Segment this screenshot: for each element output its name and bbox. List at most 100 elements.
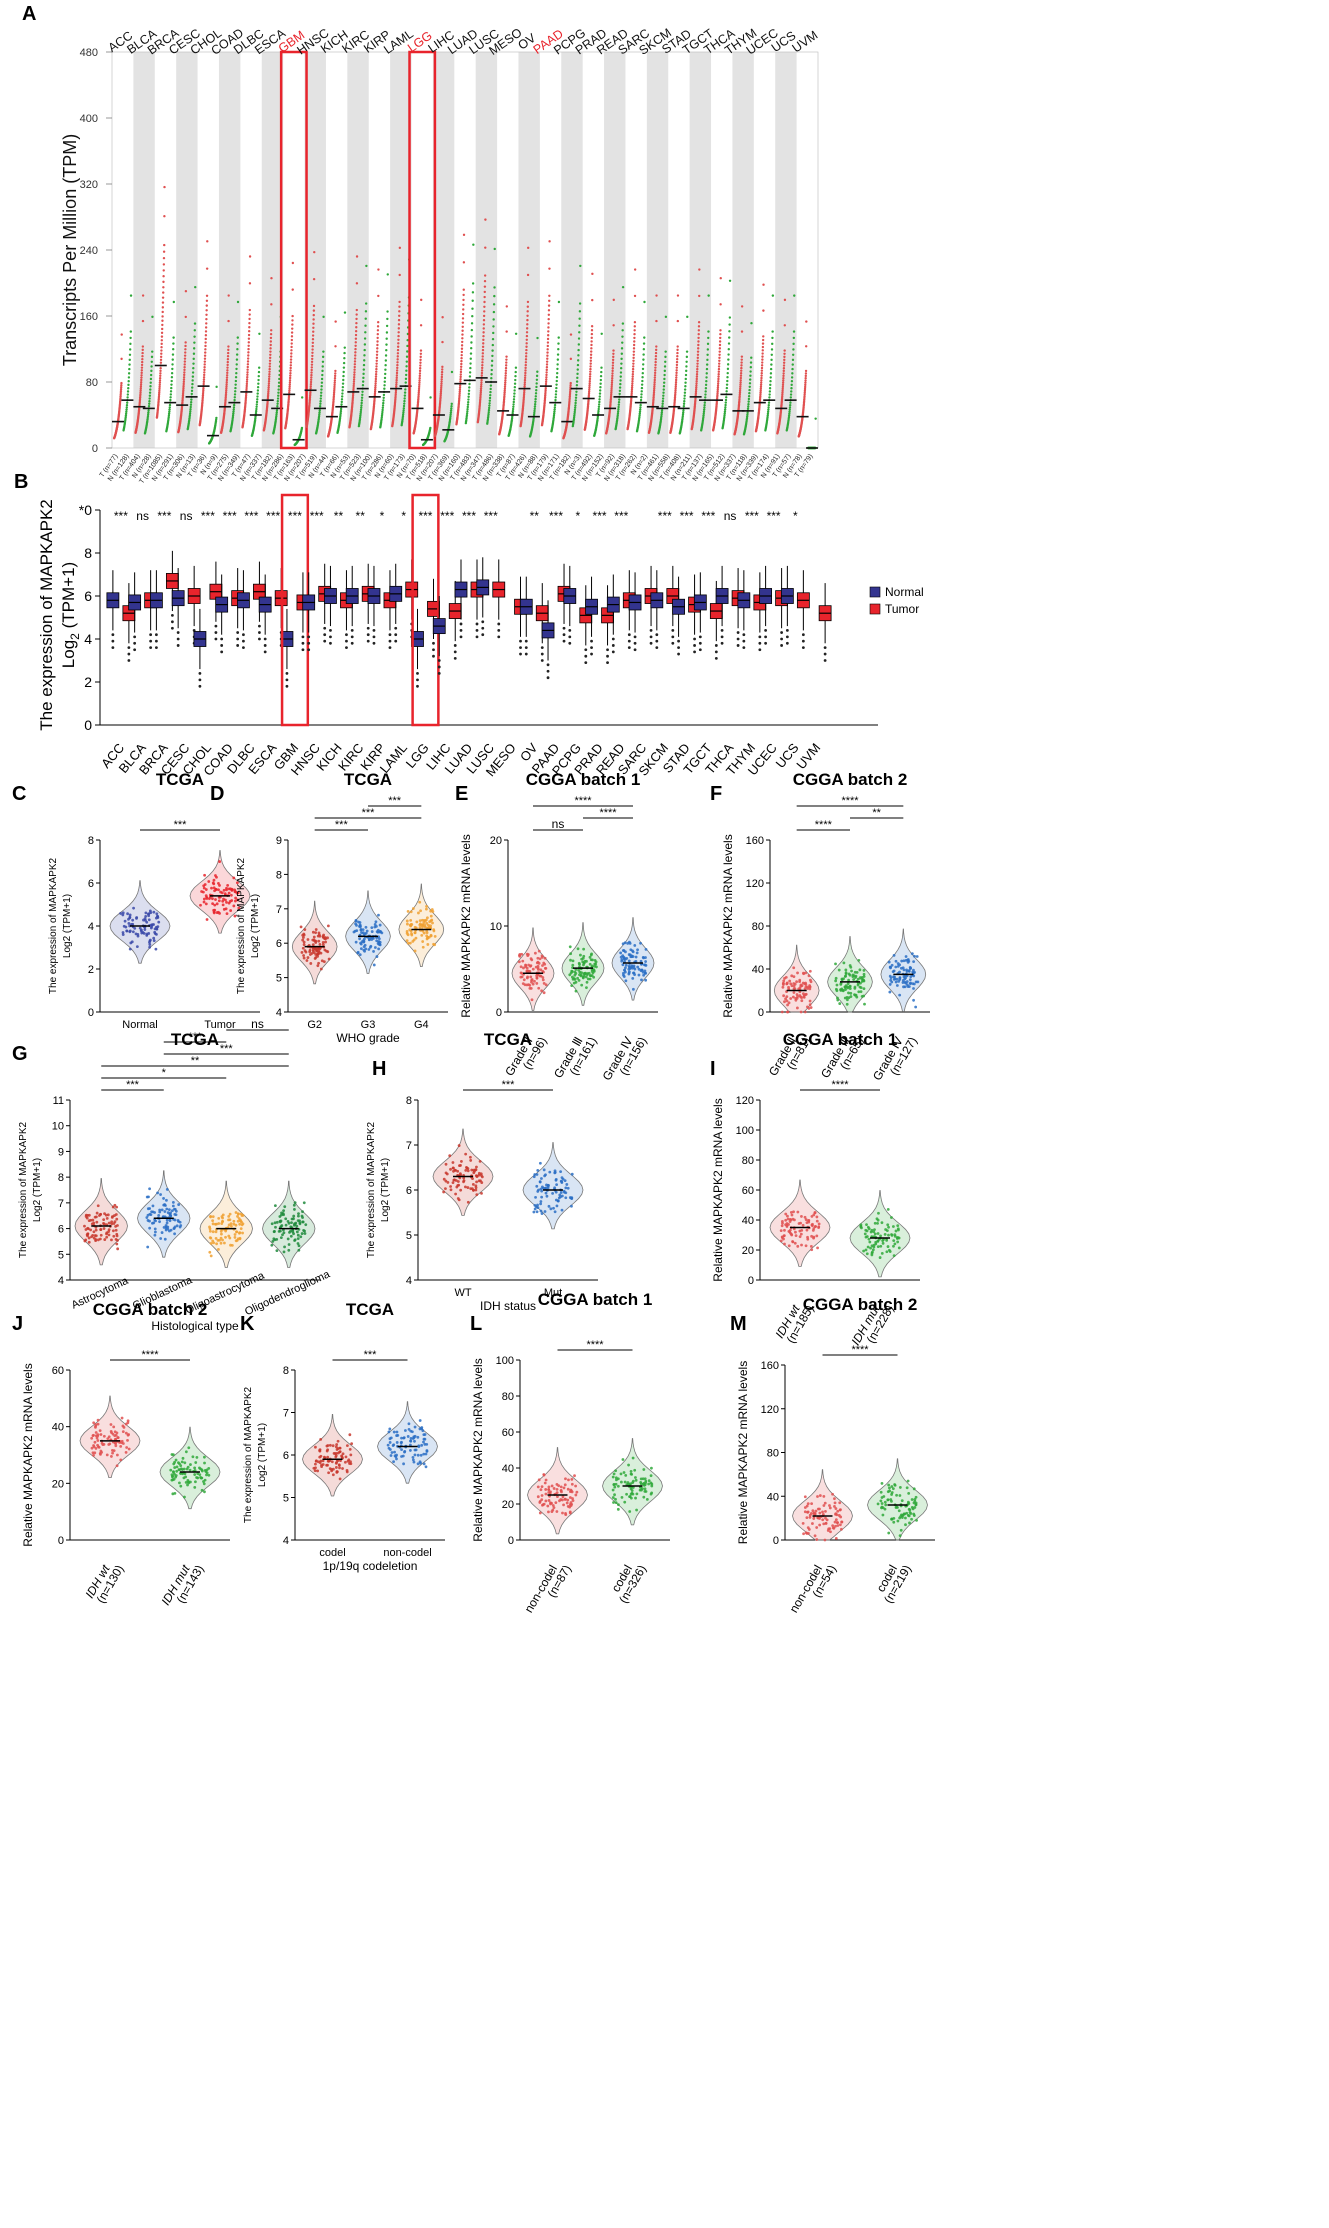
data-point <box>588 372 592 376</box>
data-point <box>459 378 462 381</box>
significance-label: *** <box>767 509 781 523</box>
data-point <box>857 959 861 962</box>
data-point <box>706 348 710 351</box>
outlier-point <box>323 626 327 630</box>
data-point <box>631 382 634 385</box>
data-point <box>491 349 494 352</box>
data-point <box>834 962 837 966</box>
outlier-point <box>714 650 718 654</box>
data-point <box>528 984 532 987</box>
data-point <box>632 356 635 360</box>
data-point <box>183 371 186 374</box>
data-point <box>461 312 465 316</box>
data-point <box>590 340 593 343</box>
data-point <box>306 938 310 941</box>
data-point <box>627 967 631 971</box>
data-point <box>578 317 581 320</box>
data-point <box>382 393 386 397</box>
data-point <box>571 959 575 963</box>
data-point <box>459 368 463 371</box>
data-point <box>312 313 315 317</box>
data-point <box>643 300 646 304</box>
data-point <box>120 333 123 336</box>
data-point <box>514 374 517 378</box>
data-point <box>546 334 550 337</box>
data-point <box>845 995 849 999</box>
data-point <box>620 352 624 355</box>
data-point <box>339 407 343 411</box>
data-point <box>655 345 658 348</box>
outlier-point <box>242 646 245 649</box>
data-point <box>912 998 915 1002</box>
data-point <box>184 290 188 293</box>
data-point <box>140 371 143 375</box>
data-point <box>544 380 548 384</box>
data-point <box>353 368 356 371</box>
data-point <box>383 387 386 390</box>
data-point <box>332 395 336 398</box>
outlier-point <box>263 650 267 654</box>
data-point <box>418 383 421 387</box>
data-point <box>441 368 444 371</box>
outlier-point <box>497 622 501 626</box>
data-point <box>471 315 474 318</box>
data-point <box>806 985 809 989</box>
data-point <box>305 959 309 962</box>
data-point <box>246 371 249 374</box>
data-point <box>396 358 399 361</box>
data-point <box>548 240 551 243</box>
data-point <box>375 359 378 363</box>
data-point <box>160 327 164 331</box>
data-point <box>310 376 313 379</box>
data-point <box>767 403 770 407</box>
data-point <box>233 393 237 396</box>
data-point <box>355 326 358 329</box>
data-point <box>788 410 791 413</box>
data-point <box>202 388 205 392</box>
data-point <box>289 361 293 364</box>
data-point <box>575 393 578 397</box>
data-point <box>675 371 678 375</box>
data-point <box>375 367 378 371</box>
data-point <box>578 302 582 305</box>
data-point <box>546 357 549 360</box>
data-point <box>804 369 808 373</box>
data-point <box>845 1002 849 1006</box>
data-point <box>556 363 559 366</box>
sample-points <box>583 272 594 431</box>
data-point <box>482 314 486 318</box>
data-point <box>640 386 644 390</box>
data-point <box>804 345 808 348</box>
data-point <box>377 268 380 271</box>
data-point <box>333 381 336 384</box>
data-point <box>184 344 187 348</box>
data-point <box>807 1006 811 1010</box>
data-point <box>611 369 614 373</box>
data-point <box>533 979 536 983</box>
data-point <box>156 915 160 918</box>
data-point <box>232 403 236 407</box>
data-point <box>231 416 235 419</box>
sample-points <box>540 240 551 427</box>
data-point <box>588 386 591 389</box>
data-point <box>267 390 270 393</box>
data-point <box>747 402 750 406</box>
data-point <box>696 367 699 371</box>
data-point <box>573 408 577 412</box>
comparison-label: ns <box>552 817 565 831</box>
data-point <box>159 372 162 375</box>
outlier-point <box>481 620 485 624</box>
data-point <box>225 387 228 390</box>
data-point <box>396 352 400 355</box>
y-tick-label: 4 <box>276 1007 282 1019</box>
y-tick-label: 0 <box>84 717 92 733</box>
data-point <box>169 398 172 402</box>
data-point <box>191 382 194 386</box>
data-point <box>760 369 764 372</box>
data-point <box>224 907 228 911</box>
data-point <box>340 398 344 401</box>
data-point <box>642 363 645 366</box>
data-point <box>577 979 581 982</box>
data-point <box>189 403 193 406</box>
data-point <box>351 392 355 395</box>
